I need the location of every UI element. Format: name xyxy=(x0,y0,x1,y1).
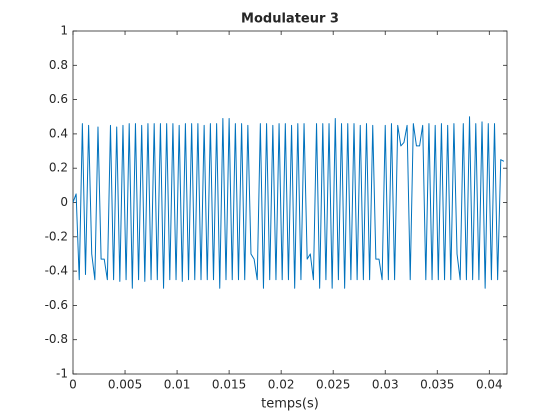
x-tick-label: 0.02 xyxy=(268,378,295,392)
y-tick-label: 1 xyxy=(60,24,68,38)
y-tick-label: 0.6 xyxy=(49,92,68,106)
x-tick-label: 0.04 xyxy=(476,378,503,392)
y-tick-label: -0.4 xyxy=(45,264,68,278)
x-tick-label: 0.025 xyxy=(316,378,350,392)
y-tick-label: 0.2 xyxy=(49,161,68,175)
chart-title: Modulateur 3 xyxy=(241,12,339,27)
y-tick-label: -0.2 xyxy=(45,229,68,243)
x-tick-label: 0.015 xyxy=(212,378,246,392)
y-tick-label: -1 xyxy=(56,367,68,381)
x-tick-label: 0.035 xyxy=(420,378,454,392)
x-axis-label: temps(s) xyxy=(261,397,319,412)
x-tick-label: 0.03 xyxy=(372,378,399,392)
x-tick-label: 0.01 xyxy=(164,378,191,392)
y-tick-label: 0 xyxy=(60,195,68,209)
x-tick-label: 0 xyxy=(69,378,77,392)
x-tick-label: 0.005 xyxy=(108,378,142,392)
y-tick-label: -0.6 xyxy=(45,298,68,312)
y-tick-label: -0.8 xyxy=(45,332,68,346)
y-tick-label: 0.4 xyxy=(49,126,68,140)
signal-line xyxy=(73,116,505,289)
y-tick-label: 0.8 xyxy=(49,58,68,72)
